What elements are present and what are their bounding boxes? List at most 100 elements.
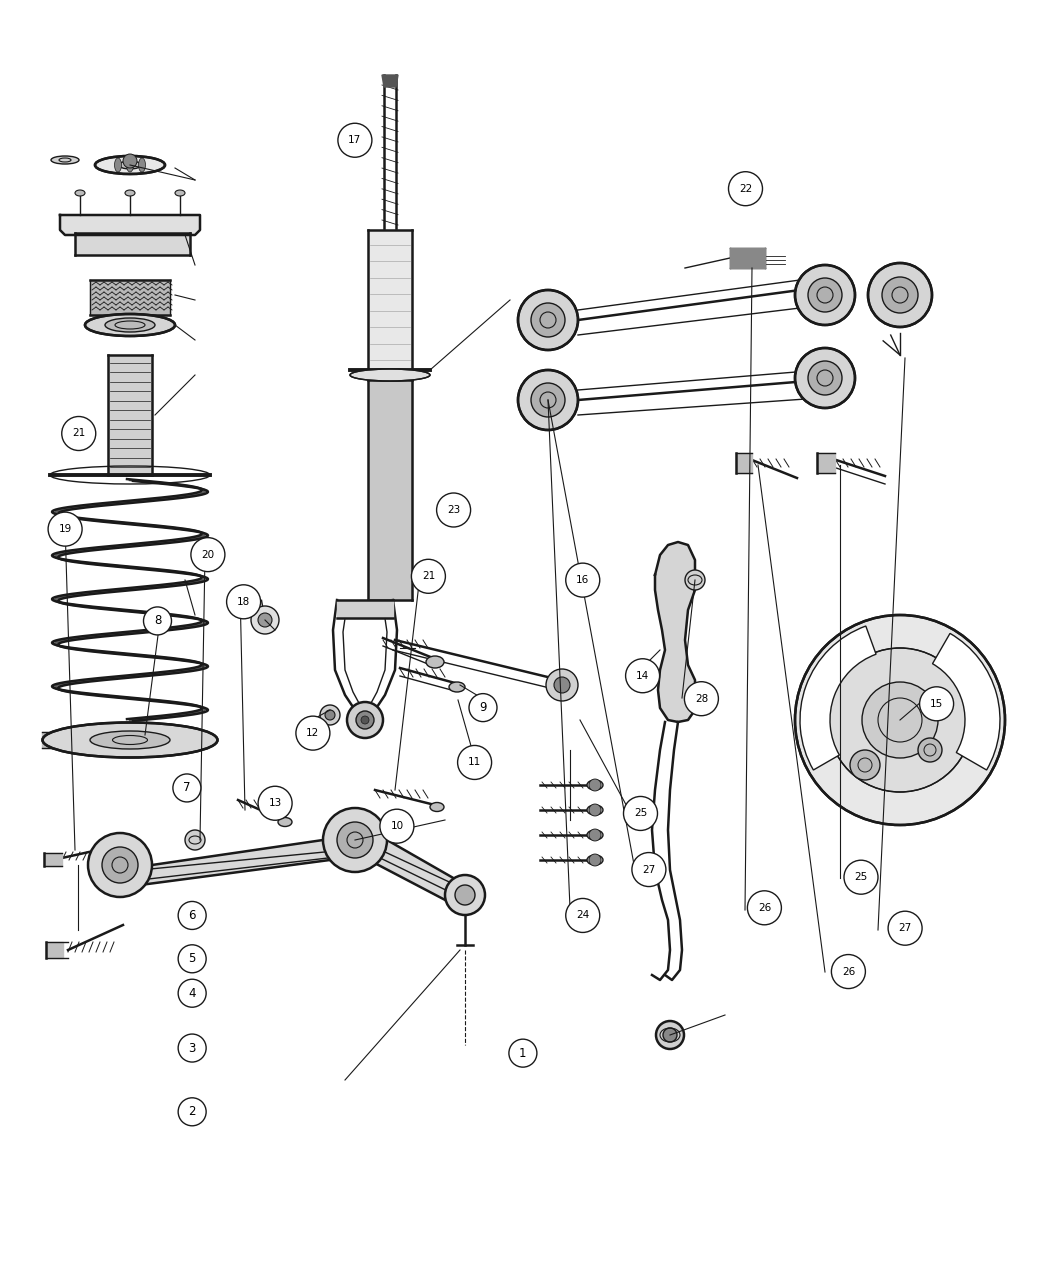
Text: 3: 3 xyxy=(188,1042,196,1054)
Circle shape xyxy=(862,682,938,759)
Polygon shape xyxy=(46,942,63,958)
Polygon shape xyxy=(90,280,170,315)
Ellipse shape xyxy=(587,856,603,864)
Circle shape xyxy=(191,538,225,571)
Polygon shape xyxy=(817,453,835,473)
Circle shape xyxy=(589,829,601,842)
Circle shape xyxy=(554,677,570,694)
Circle shape xyxy=(656,1021,684,1049)
Circle shape xyxy=(178,1098,206,1126)
Circle shape xyxy=(546,669,578,701)
Wedge shape xyxy=(800,626,876,770)
Text: 13: 13 xyxy=(269,798,281,808)
Text: 16: 16 xyxy=(576,575,589,585)
Ellipse shape xyxy=(75,190,85,196)
Circle shape xyxy=(844,861,878,894)
Text: 11: 11 xyxy=(468,757,481,768)
Circle shape xyxy=(509,1039,537,1067)
Text: 15: 15 xyxy=(930,699,943,709)
Ellipse shape xyxy=(126,158,133,172)
Ellipse shape xyxy=(278,817,292,826)
Text: 22: 22 xyxy=(739,184,752,194)
Ellipse shape xyxy=(139,158,146,172)
Ellipse shape xyxy=(426,657,444,668)
Circle shape xyxy=(227,585,260,618)
Circle shape xyxy=(882,277,918,312)
Circle shape xyxy=(729,172,762,205)
Circle shape xyxy=(748,891,781,924)
Ellipse shape xyxy=(350,368,430,381)
Circle shape xyxy=(346,703,383,738)
Circle shape xyxy=(589,805,601,816)
Circle shape xyxy=(589,779,601,790)
Circle shape xyxy=(458,746,491,779)
Text: 21: 21 xyxy=(422,571,435,581)
Ellipse shape xyxy=(90,731,170,748)
Text: 20: 20 xyxy=(202,550,214,560)
Circle shape xyxy=(832,955,865,988)
Circle shape xyxy=(566,564,600,597)
Circle shape xyxy=(251,606,279,634)
Circle shape xyxy=(356,711,374,729)
Circle shape xyxy=(531,382,565,417)
Circle shape xyxy=(338,124,372,157)
Text: 27: 27 xyxy=(643,864,655,875)
Ellipse shape xyxy=(587,805,603,815)
Circle shape xyxy=(663,1028,677,1042)
Ellipse shape xyxy=(85,314,175,337)
Circle shape xyxy=(828,648,972,792)
Polygon shape xyxy=(382,75,398,87)
Text: 6: 6 xyxy=(188,909,196,922)
Circle shape xyxy=(808,278,842,312)
Circle shape xyxy=(531,303,565,337)
Text: 12: 12 xyxy=(307,728,319,738)
Circle shape xyxy=(566,899,600,932)
Circle shape xyxy=(320,705,340,725)
Ellipse shape xyxy=(42,723,217,757)
Circle shape xyxy=(185,830,205,850)
Wedge shape xyxy=(932,634,1000,770)
Text: 2: 2 xyxy=(188,1105,196,1118)
Text: 25: 25 xyxy=(855,872,867,882)
Ellipse shape xyxy=(449,682,465,692)
Circle shape xyxy=(123,154,136,168)
Circle shape xyxy=(888,912,922,945)
Ellipse shape xyxy=(105,317,155,332)
Text: 14: 14 xyxy=(636,671,649,681)
Circle shape xyxy=(918,738,942,762)
Ellipse shape xyxy=(125,190,135,196)
Circle shape xyxy=(144,607,171,635)
Circle shape xyxy=(296,717,330,750)
Polygon shape xyxy=(655,542,695,722)
Circle shape xyxy=(795,265,855,325)
Circle shape xyxy=(469,694,497,722)
Circle shape xyxy=(455,885,475,905)
Polygon shape xyxy=(75,233,190,255)
Circle shape xyxy=(178,1034,206,1062)
Circle shape xyxy=(173,774,201,802)
Ellipse shape xyxy=(51,156,79,164)
Circle shape xyxy=(178,945,206,973)
Text: 26: 26 xyxy=(842,966,855,977)
Ellipse shape xyxy=(587,830,603,840)
Circle shape xyxy=(808,361,842,395)
Circle shape xyxy=(850,750,880,780)
Text: 27: 27 xyxy=(899,923,911,933)
Circle shape xyxy=(102,847,138,884)
Text: 28: 28 xyxy=(695,694,708,704)
Ellipse shape xyxy=(94,156,165,173)
Circle shape xyxy=(437,493,470,527)
Circle shape xyxy=(920,687,953,720)
Circle shape xyxy=(685,682,718,715)
Polygon shape xyxy=(736,453,752,473)
Circle shape xyxy=(589,854,601,866)
Circle shape xyxy=(868,263,932,326)
Text: 5: 5 xyxy=(188,952,196,965)
Circle shape xyxy=(795,615,1005,825)
Circle shape xyxy=(380,810,414,843)
Text: 4: 4 xyxy=(188,987,196,1000)
Text: 24: 24 xyxy=(576,910,589,921)
Ellipse shape xyxy=(430,802,444,811)
Circle shape xyxy=(445,875,485,915)
Circle shape xyxy=(178,901,206,929)
